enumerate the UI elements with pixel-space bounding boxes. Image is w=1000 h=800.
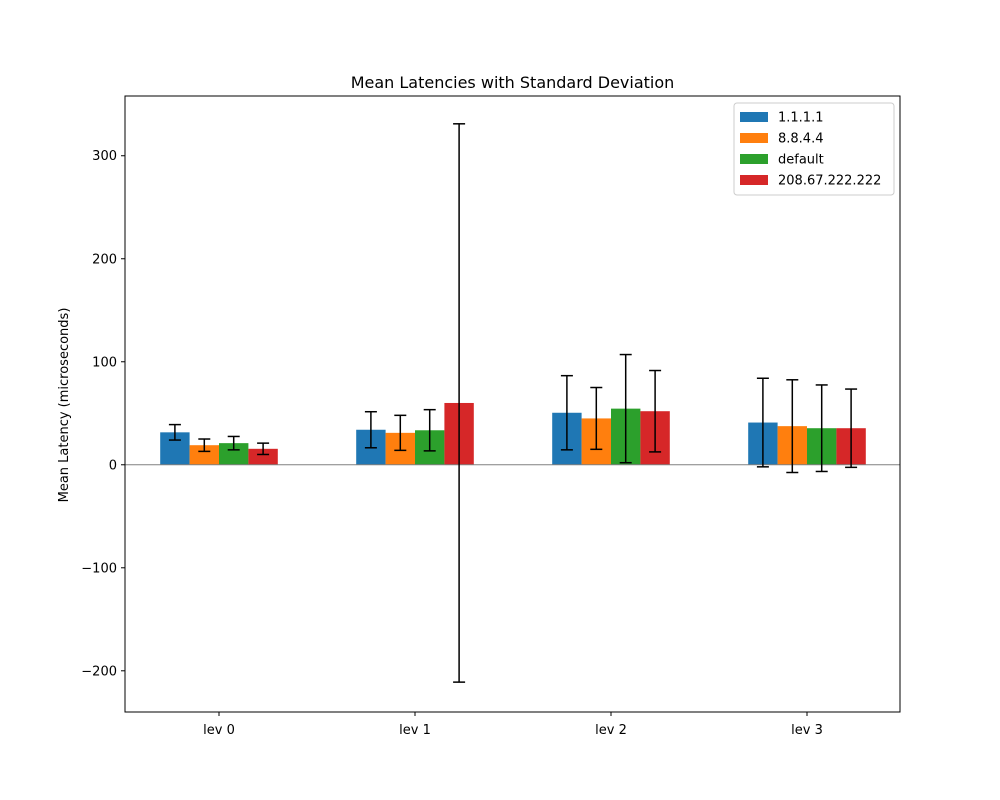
legend-label: 1.1.1.1 bbox=[778, 111, 823, 126]
y-tick-label: 100 bbox=[92, 355, 117, 370]
legend-label: default bbox=[778, 153, 824, 168]
bar bbox=[189, 445, 219, 465]
y-tick-label: 200 bbox=[92, 252, 117, 267]
legend-swatch bbox=[740, 133, 768, 143]
bar bbox=[248, 448, 278, 465]
y-tick-label: 0 bbox=[109, 458, 117, 473]
legend-swatch bbox=[740, 154, 768, 164]
legend-swatch bbox=[740, 175, 768, 185]
axes-frame bbox=[124, 95, 901, 713]
x-tick-label: lev 2 bbox=[595, 723, 627, 738]
y-tick-label: −100 bbox=[81, 561, 117, 576]
x-tick-label: lev 0 bbox=[203, 723, 235, 738]
legend-label: 208.67.222.222 bbox=[778, 174, 881, 189]
x-tick-label: lev 3 bbox=[791, 723, 823, 738]
legend: 1.1.1.1 8.8.4.4 default 208.67.222.222 bbox=[733, 102, 895, 196]
y-tick-label: 300 bbox=[92, 149, 117, 164]
y-axis-label: Mean Latency (microseconds) bbox=[57, 308, 72, 503]
bar bbox=[219, 443, 249, 465]
legend-swatch bbox=[740, 112, 768, 122]
y-tick-label: −200 bbox=[81, 664, 117, 679]
legend-box bbox=[733, 102, 895, 196]
x-tick-label: lev 1 bbox=[399, 723, 431, 738]
plot-area: −200 −100 0 100 200 300 lev 0 lev 1 lev 2 lev 3 bbox=[81, 95, 901, 738]
chart-title: Mean Latencies with Standard Deviation bbox=[351, 73, 675, 92]
legend-label: 8.8.4.4 bbox=[778, 132, 823, 147]
